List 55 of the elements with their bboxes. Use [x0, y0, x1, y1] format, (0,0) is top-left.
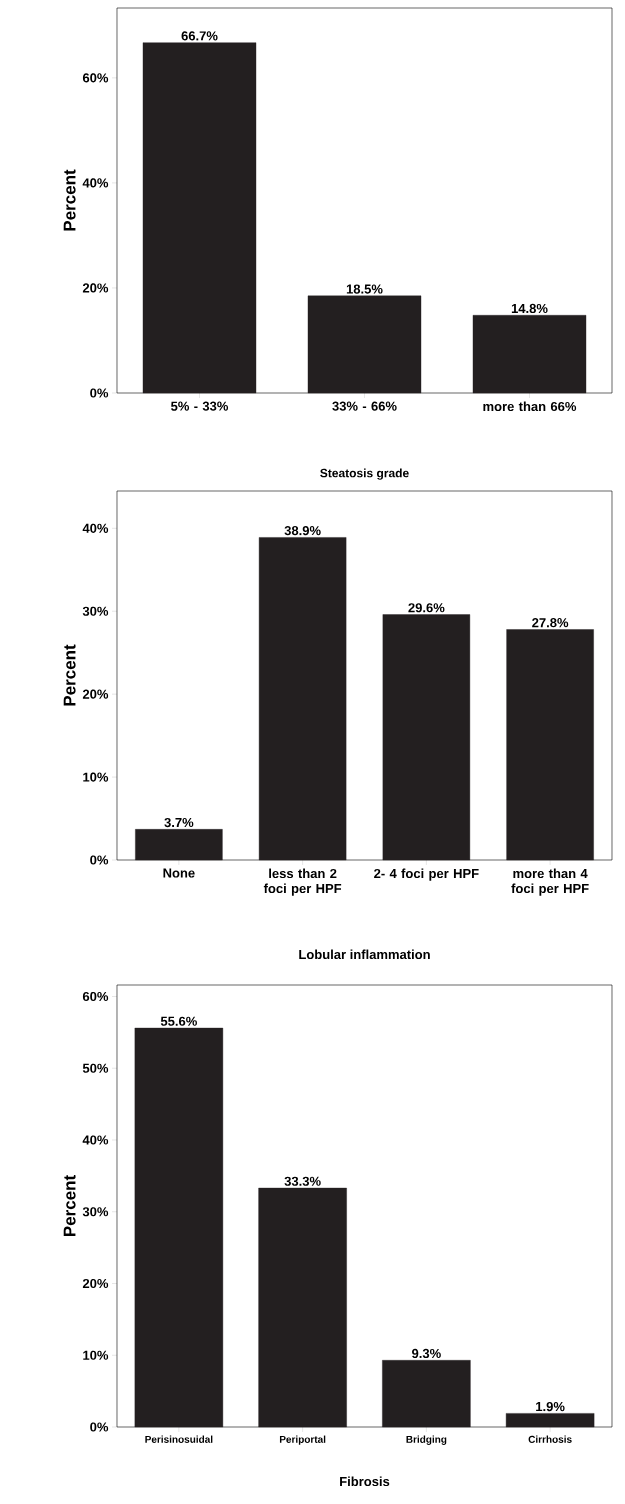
bar: [472, 315, 587, 394]
y-tick-label: 40%: [82, 1135, 109, 1145]
x-axis-title: Lobular inflammation: [299, 949, 430, 960]
data-label: 1.9%: [536, 1401, 565, 1412]
bar: [258, 537, 347, 861]
bar: [382, 1360, 471, 1428]
bar: [307, 295, 422, 394]
data-label: 3.7%: [164, 817, 194, 828]
x-axis-title: Steatosis grade: [320, 468, 409, 480]
y-tick-label: 50%: [82, 1063, 109, 1073]
bar: [142, 42, 257, 394]
data-label: 66.7%: [181, 31, 218, 41]
x-axis-title: Fibrosis: [340, 1476, 390, 1487]
y-axis-title: Percent: [63, 644, 76, 706]
y-tick-label: 20%: [82, 1278, 109, 1289]
y-tick-label: 30%: [82, 1207, 109, 1217]
y-tick-label: 0%: [90, 855, 109, 865]
y-tick-label: 60%: [82, 991, 109, 1002]
bar: [382, 614, 471, 861]
data-label: 27.8%: [532, 618, 569, 628]
x-tick-label: 2- 4 foci per HPF: [374, 868, 479, 881]
y-tick-label: 60%: [82, 73, 109, 83]
x-tick-label: Periportal: [279, 1435, 326, 1445]
data-label: 18.5%: [346, 284, 383, 294]
y-axis-title: Percent: [63, 169, 76, 231]
y-tick-label: 0%: [90, 1422, 109, 1432]
data-label: 55.6%: [160, 1016, 197, 1026]
x-tick-label: Perisinosuidal: [145, 1435, 213, 1443]
y-tick-label: 20%: [82, 689, 109, 699]
data-label: 9.3%: [412, 1348, 441, 1359]
y-tick-label: 10%: [83, 772, 109, 782]
x-tick-label: Bridging: [406, 1435, 447, 1445]
data-label: 14.8%: [511, 303, 548, 314]
x-tick-label: more than 4 foci per HPF: [511, 868, 589, 896]
y-tick-label: 40%: [82, 178, 109, 188]
x-tick-label: None: [163, 868, 195, 878]
bar: [505, 1413, 595, 1428]
bar: [134, 1027, 224, 1428]
y-tick-label: 0%: [90, 388, 109, 398]
y-tick-label: 20%: [82, 283, 109, 293]
bar: [258, 1187, 347, 1428]
bar: [135, 829, 223, 861]
data-label: 33.3%: [284, 1176, 321, 1186]
data-label: 29.6%: [408, 603, 445, 613]
y-tick-label: 10%: [83, 1350, 109, 1360]
y-tick-label: 40%: [82, 523, 109, 533]
x-tick-label: less than 2 foci per HPF: [263, 868, 342, 896]
x-tick-label: 33% - 66%: [332, 401, 397, 411]
bar: [506, 629, 594, 861]
x-tick-label: 5% - 33%: [171, 401, 229, 411]
data-label: 38.9%: [284, 526, 321, 536]
x-tick-label: more than 66%: [483, 401, 577, 412]
y-tick-label: 30%: [82, 606, 109, 616]
y-axis-title: Percent: [63, 1175, 76, 1237]
x-tick-label: Cirrhosis: [528, 1435, 572, 1443]
